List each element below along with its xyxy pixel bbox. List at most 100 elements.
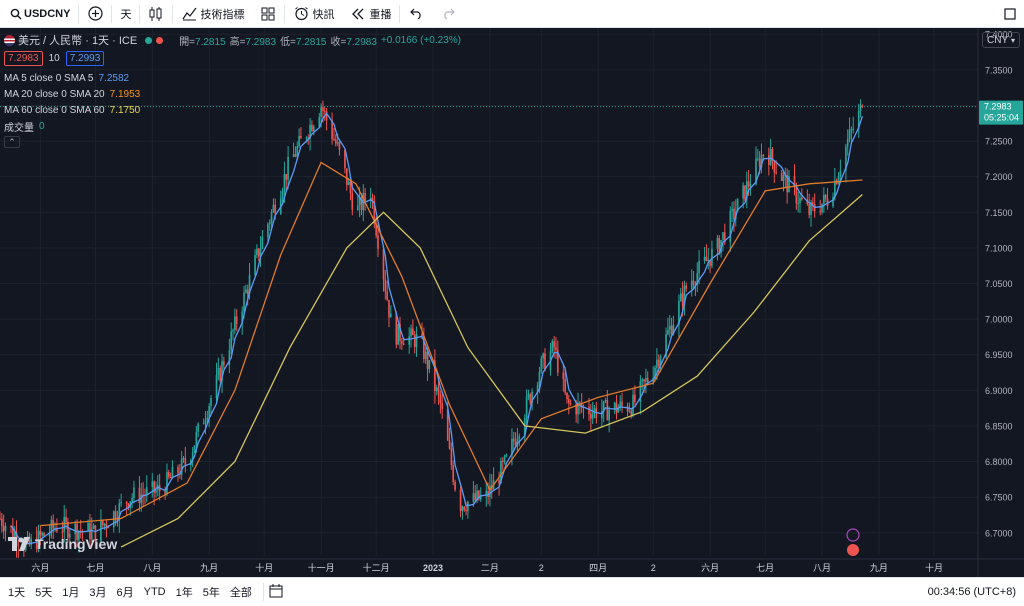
- candle-body: [294, 154, 297, 157]
- range-1y[interactable]: 1年: [175, 587, 193, 599]
- candle-body: [450, 448, 453, 466]
- candle-body: [525, 396, 528, 419]
- candle-body: [268, 222, 271, 225]
- legend-ma5-row[interactable]: MA 5 close 0 SMA 5 7.2582: [4, 70, 461, 86]
- candle-body: [120, 501, 122, 504]
- candle-body: [503, 455, 506, 462]
- range-all[interactable]: 全部: [229, 587, 252, 599]
- candle-body: [448, 440, 451, 449]
- range-1d[interactable]: 1天: [8, 587, 26, 599]
- candle-body: [657, 359, 660, 366]
- candle-body: [206, 417, 209, 421]
- candle-body: [364, 192, 366, 201]
- ma20-label: MA 20 close 0 SMA 20: [4, 88, 105, 100]
- range-3m[interactable]: 3月: [89, 587, 107, 599]
- undo-icon: [408, 6, 424, 22]
- ma20-line: [40, 161, 863, 527]
- symbol-search-button[interactable]: USDCNY: [0, 0, 78, 28]
- candle-body: [344, 149, 346, 169]
- alert-button[interactable]: 快訊: [285, 0, 342, 28]
- legend-ma60-row[interactable]: MA 60 close 0 SMA 60 7.1750: [4, 102, 461, 118]
- candle-body: [670, 325, 673, 335]
- redo-button[interactable]: [432, 0, 464, 28]
- symbol-label: USDCNY: [24, 7, 71, 20]
- candle-body: [821, 203, 823, 213]
- price-chart[interactable]: 6.7000 6.7500 6.8000 6.8500 6.9000 6.9500 7.00…: [0, 28, 1024, 577]
- alert-label: 快訊: [312, 8, 335, 21]
- range-5d[interactable]: 5天: [35, 587, 53, 599]
- range-ytd[interactable]: YTD: [143, 586, 166, 598]
- interval-button[interactable]: 天: [112, 0, 139, 28]
- clock-readout[interactable]: 00:34:56 (UTC+8): [927, 586, 1016, 598]
- range-5y[interactable]: 5年: [202, 587, 220, 599]
- fullscreen-button[interactable]: [994, 0, 1024, 28]
- candle-body: [155, 489, 157, 493]
- compare-button[interactable]: [79, 0, 111, 28]
- candle-body: [797, 203, 800, 205]
- candle-body: [435, 387, 438, 392]
- candle-body: [228, 350, 231, 366]
- candle-body: [197, 423, 199, 432]
- goto-date-button[interactable]: [264, 583, 288, 601]
- candles-icon: [148, 6, 164, 22]
- candle-body: [731, 208, 733, 212]
- candle-body: [90, 528, 93, 540]
- x-tick-label: 七月: [86, 563, 104, 573]
- legend-volume-row[interactable]: 成交量 0: [4, 118, 461, 134]
- candle-body: [292, 154, 295, 157]
- y-tick-label: 7.0000: [985, 315, 1013, 325]
- candle-body: [114, 511, 117, 521]
- y-tick-label: 7.1500: [985, 208, 1013, 218]
- candle-body: [808, 204, 811, 215]
- sell-button[interactable]: 7.2983: [4, 50, 43, 66]
- layout-button[interactable]: [252, 0, 284, 28]
- candle-body: [125, 501, 128, 504]
- candle-body: [602, 401, 605, 412]
- candle-body: [261, 237, 264, 249]
- chart-type-button[interactable]: [140, 0, 172, 28]
- candle-body: [217, 367, 220, 375]
- x-tick-label: 八月: [143, 563, 161, 573]
- candle-body: [323, 111, 326, 113]
- candle-body: [478, 490, 480, 500]
- legend-ma20-row[interactable]: MA 20 close 0 SMA 20 7.1953: [4, 86, 461, 102]
- undo-button[interactable]: [400, 0, 432, 28]
- y-tick-label: 6.7000: [985, 528, 1013, 538]
- candle-body: [659, 356, 662, 366]
- chevron-up-icon: ⌃: [8, 136, 16, 147]
- candle-body: [733, 208, 735, 220]
- market-status-icon: [145, 36, 153, 44]
- candle-body: [795, 185, 798, 204]
- range-1m[interactable]: 1月: [62, 587, 80, 599]
- tradingview-logo[interactable]: TradingView: [8, 536, 117, 552]
- candle-body: [30, 538, 33, 545]
- candle-body: [223, 361, 225, 366]
- candle-body: [377, 235, 379, 249]
- candle-body: [634, 394, 636, 402]
- candle-body: [852, 128, 855, 130]
- ma5-value: 7.2582: [98, 72, 130, 84]
- candle-body: [501, 460, 504, 462]
- candle-body: [551, 341, 554, 352]
- currency-selector[interactable]: CNY ▾: [982, 32, 1020, 48]
- candle-body: [246, 289, 249, 294]
- candle-body: [476, 490, 478, 500]
- candle-body: [105, 523, 108, 528]
- indicators-button[interactable]: 技術指標: [173, 0, 252, 28]
- chevron-down-icon: ▾: [1010, 35, 1015, 45]
- candle-body: [553, 341, 555, 348]
- candle-body: [516, 438, 519, 445]
- chart-pane[interactable]: 6.7000 6.7500 6.8000 6.8500 6.9000 6.9500 7.00…: [0, 28, 1024, 577]
- x-tick-label: 十月: [255, 562, 273, 573]
- range-6m[interactable]: 6月: [116, 587, 134, 599]
- candle-body: [101, 520, 104, 526]
- toolbar-divider: [284, 4, 286, 23]
- y-tick-label: 7.4000: [985, 30, 1013, 40]
- replay-button[interactable]: 重播: [342, 0, 399, 28]
- legend-collapse-button[interactable]: ⌃: [4, 136, 20, 148]
- buy-button[interactable]: 7.2993: [65, 50, 105, 66]
- candle-body: [245, 289, 247, 293]
- x-tick-label: 2: [539, 563, 544, 573]
- watermark-text: TradingView: [35, 536, 118, 552]
- close-label: 收=: [330, 36, 347, 48]
